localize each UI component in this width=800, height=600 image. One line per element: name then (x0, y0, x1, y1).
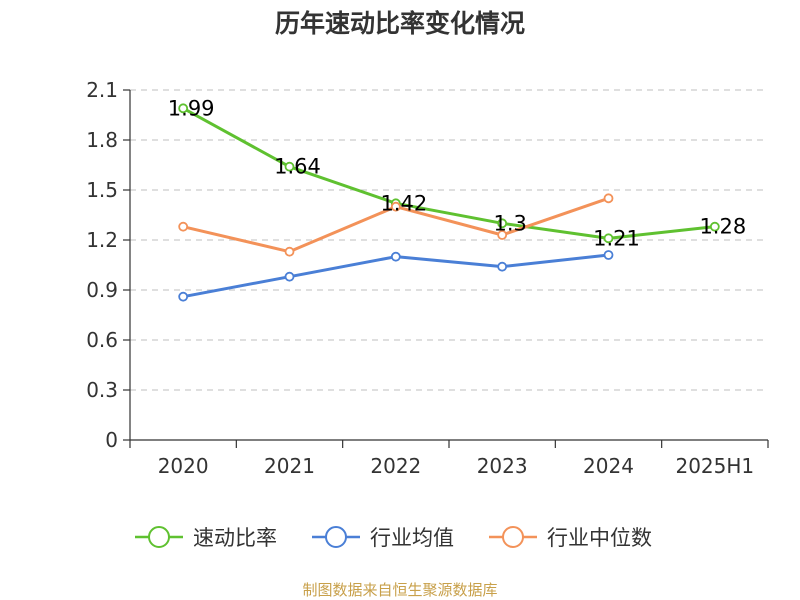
data-point (390, 201, 401, 212)
data-point (497, 261, 508, 272)
series (178, 103, 720, 302)
legend-label: 行业中位数 (547, 526, 652, 550)
chart-title: 历年速动比率变化情况 (275, 9, 525, 38)
data-point (284, 271, 295, 282)
x-tick-label: 2024 (583, 454, 634, 478)
x-tick-label: 2022 (370, 454, 421, 478)
data-label: 1.99 (168, 96, 215, 120)
y-tick-label: 0 (105, 428, 118, 452)
data-point (497, 230, 508, 240)
x-tick-label: 2020 (158, 454, 209, 478)
x-tick-label: 2021 (264, 454, 315, 478)
legend-marker (148, 526, 170, 548)
y-tick-label: 1.8 (86, 128, 118, 152)
legend-item[interactable]: 速动比率 (135, 526, 277, 550)
data-point (284, 246, 295, 257)
data-label: 1.21 (593, 226, 640, 250)
data-label: 1.42 (380, 191, 427, 215)
legend-label: 行业均值 (370, 526, 454, 550)
y-tick-label: 0.6 (86, 328, 118, 352)
x-tick-label: 2025H1 (675, 454, 754, 478)
data-point (178, 221, 189, 232)
data-labels: 1.99 1.64 1.42 1.3 1.21 1.28 (168, 96, 746, 250)
y-tick-label: 1.5 (86, 178, 118, 202)
x-tick-label: 2023 (477, 454, 528, 478)
legend-marker (502, 526, 524, 548)
data-point (178, 291, 189, 302)
data-point (603, 193, 614, 204)
grid-lines (130, 89, 768, 391)
axes: 0 0.3 0.6 0.9 1.2 1.5 1.8 2.1 2020 2021 2022 2023 20… (86, 78, 769, 478)
data-label: 1.3 (493, 211, 526, 235)
legend-label: 速动比率 (193, 526, 277, 550)
data-point (178, 103, 189, 114)
data-point (709, 221, 720, 232)
legend-item[interactable]: 行业均值 (312, 526, 454, 550)
y-tick-label: 1.2 (86, 228, 118, 252)
data-point (603, 233, 614, 244)
data-label: 1.28 (699, 215, 746, 239)
legend-item[interactable]: 行业中位数 (489, 526, 652, 550)
y-tick-label: 2.1 (86, 78, 118, 102)
legend-marker (325, 526, 347, 548)
y-tick-label: 0.3 (86, 378, 118, 402)
data-point (284, 161, 295, 172)
source-note: 制图数据来自恒生聚源数据库 (302, 581, 497, 599)
data-label: 1.64 (274, 155, 321, 179)
legend: 速动比率 行业均值 行业中位数 (135, 526, 652, 550)
y-tick-label: 0.9 (86, 278, 118, 302)
data-point (497, 218, 508, 229)
series-line-0 (181, 106, 717, 240)
data-point (603, 250, 614, 260)
data-point (390, 251, 401, 262)
